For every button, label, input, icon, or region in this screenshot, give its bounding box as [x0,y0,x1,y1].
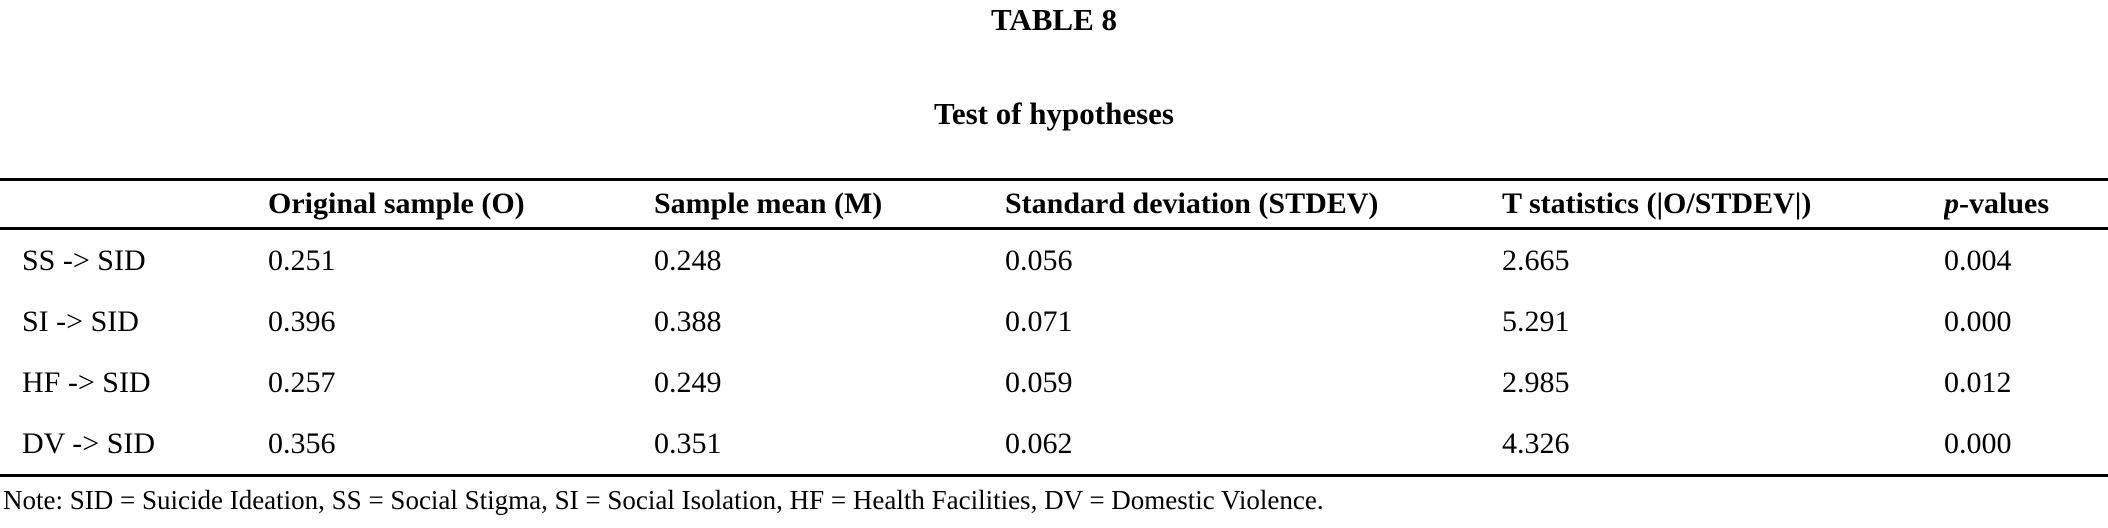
row-label: HF -> SID [22,365,151,399]
table-row: SS -> SID 0.251 0.248 0.056 2.665 0.004 [0,229,2108,292]
cell-p-value: 0.000 [1944,426,2012,460]
table-row: SI -> SID 0.396 0.388 0.071 5.291 0.000 [0,291,2108,352]
row-label: DV -> SID [22,426,156,460]
cell-original-sample: 0.251 [268,243,336,277]
cell-t-stat: 2.985 [1502,365,1570,399]
table-number-title: TABLE 8 [990,2,1118,37]
row-label: SI -> SID [22,304,139,338]
header-row-label [0,179,268,230]
cell-t-stat: 4.326 [1502,426,1570,460]
cell-original-sample: 0.356 [268,426,336,460]
cell-t-stat: 5.291 [1502,304,1570,338]
cell-sample-mean: 0.249 [654,365,722,399]
table-caption: Test of hypotheses [934,96,1174,131]
cell-stdev: 0.071 [1005,304,1073,338]
cell-p-value: 0.000 [1944,304,2012,338]
cell-stdev: 0.056 [1005,243,1073,277]
cell-t-stat: 2.665 [1502,243,1570,277]
header-original-sample: Original sample (O) [268,179,654,230]
table-row: DV -> SID 0.356 0.351 0.062 4.326 0.000 [0,413,2108,476]
header-p-values-italic: p [1944,187,1959,220]
row-label: SS -> SID [22,243,146,277]
header-t-statistics: T statistics (|O/STDEV|) [1502,179,1944,230]
cell-sample-mean: 0.351 [654,426,722,460]
table-row: HF -> SID 0.257 0.249 0.059 2.985 0.012 [0,352,2108,413]
header-p-values: p-values [1944,179,2108,230]
header-standard-deviation: Standard deviation (STDEV) [1005,179,1502,230]
cell-stdev: 0.059 [1005,365,1073,399]
cell-p-value: 0.004 [1944,243,2012,277]
cell-stdev: 0.062 [1005,426,1073,460]
header-row: Original sample (O) Sample mean (M) Stan… [0,179,2108,230]
hypotheses-table: Original sample (O) Sample mean (M) Stan… [0,178,2108,477]
header-sample-mean: Sample mean (M) [654,179,1005,230]
table-note: Note: SID = Suicide Ideation, SS = Socia… [3,485,1324,515]
cell-original-sample: 0.396 [268,304,336,338]
cell-sample-mean: 0.388 [654,304,722,338]
cell-p-value: 0.012 [1944,365,2012,399]
cell-sample-mean: 0.248 [654,243,722,277]
header-p-values-rest: -values [1959,187,2049,220]
cell-original-sample: 0.257 [268,365,336,399]
